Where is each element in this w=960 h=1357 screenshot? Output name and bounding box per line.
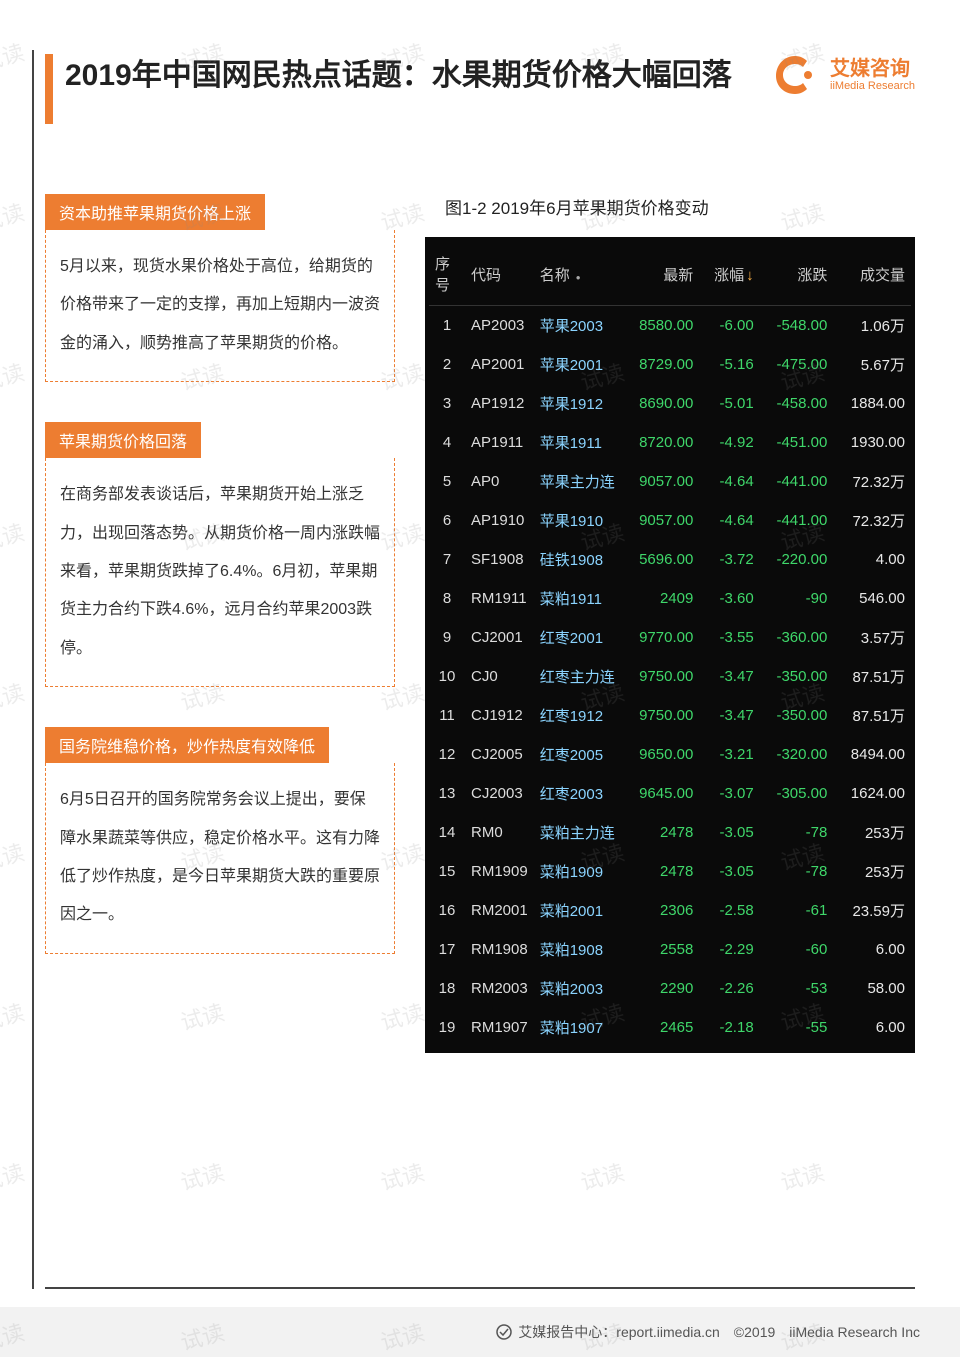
- table-row[interactable]: 5AP0苹果主力连9057.00-4.64-441.0072.32万: [429, 462, 911, 501]
- table-row[interactable]: 18RM2003菜粕20032290-2.26-5358.00: [429, 969, 911, 1008]
- table-row[interactable]: 1AP2003苹果20038580.00-6.00-548.001.06万: [429, 306, 911, 346]
- title-accent-bar: [45, 54, 53, 124]
- col-vol[interactable]: 成交量: [833, 243, 911, 306]
- section-1-label: 资本助推苹果期货价格上涨: [45, 194, 265, 230]
- content-area: 资本助推苹果期货价格上涨 5月以来，现货水果价格处于高位，给期货的价格带来了一定…: [45, 194, 915, 1053]
- footer-text: 艾媒报告中心：report.iimedia.cn ©2019 iiMedia R…: [518, 1322, 920, 1342]
- table-row[interactable]: 4AP1911苹果19118720.00-4.92-451.001930.00: [429, 423, 911, 462]
- table-row[interactable]: 7SF1908硅铁19085696.00-3.72-220.004.00: [429, 540, 911, 579]
- left-column: 资本助推苹果期货价格上涨 5月以来，现货水果价格处于高位，给期货的价格带来了一定…: [45, 194, 395, 1053]
- section-1: 资本助推苹果期货价格上涨 5月以来，现货水果价格处于高位，给期货的价格带来了一定…: [45, 194, 395, 382]
- table-row[interactable]: 12CJ2005红枣20059650.00-3.21-320.008494.00: [429, 735, 911, 774]
- col-code[interactable]: 代码: [465, 243, 534, 306]
- section-2-label: 苹果期货价格回落: [45, 422, 201, 458]
- table-row[interactable]: 14RM0菜粕主力连2478-3.05-78253万: [429, 813, 911, 852]
- page-title: 2019年中国网民热点话题：水果期货价格大幅回落: [65, 50, 732, 94]
- col-name[interactable]: 名称: [534, 243, 622, 306]
- table-row[interactable]: 8RM1911菜粕19112409-3.60-90546.00: [429, 579, 911, 618]
- section-3: 国务院维稳价格，炒作热度有效降低 6月5日召开的国务院常务会议上提出，要保障水果…: [45, 727, 395, 954]
- table-row[interactable]: 9CJ2001红枣20019770.00-3.55-360.003.57万: [429, 618, 911, 657]
- brand-logo: 艾媒咨询 iiMedia Research: [770, 50, 915, 100]
- table-row[interactable]: 16RM2001菜粕20012306-2.58-6123.59万: [429, 891, 911, 930]
- section-2: 苹果期货价格回落 在商务部发表谈话后，苹果期货开始上涨乏力，出现回落态势。从期货…: [45, 422, 395, 687]
- right-column: 图1-2 2019年6月苹果期货价格变动 序号 代码 名称 最新 涨幅 涨跌 成…: [425, 194, 915, 1053]
- bottom-border-rule: [45, 1287, 915, 1289]
- table-row[interactable]: 3AP1912苹果19128690.00-5.01-458.001884.00: [429, 384, 911, 423]
- table-row[interactable]: 6AP1910苹果19109057.00-4.64-441.0072.32万: [429, 501, 911, 540]
- table-row[interactable]: 10CJ0红枣主力连9750.00-3.47-350.0087.51万: [429, 657, 911, 696]
- footer-logo-icon: [496, 1324, 512, 1340]
- col-pct[interactable]: 涨幅: [699, 243, 759, 306]
- table-header: 序号 代码 名称 最新 涨幅 涨跌 成交量: [429, 243, 911, 306]
- table-row[interactable]: 11CJ1912红枣19129750.00-3.47-350.0087.51万: [429, 696, 911, 735]
- section-3-label: 国务院维稳价格，炒作热度有效降低: [45, 727, 329, 763]
- table-row[interactable]: 2AP2001苹果20018729.00-5.16-475.005.67万: [429, 345, 911, 384]
- left-border-rule: [32, 50, 34, 1289]
- table-row[interactable]: 15RM1909菜粕19092478-3.05-78253万: [429, 852, 911, 891]
- page-header: 2019年中国网民热点话题：水果期货价格大幅回落 艾媒咨询 iiMedia Re…: [45, 50, 915, 124]
- col-last[interactable]: 最新: [622, 243, 700, 306]
- page-footer: 艾媒报告中心：report.iimedia.cn ©2019 iiMedia R…: [0, 1307, 960, 1357]
- brand-name: 艾媒咨询: [830, 58, 915, 80]
- table-row[interactable]: 17RM1908菜粕19082558-2.29-606.00: [429, 930, 911, 969]
- section-3-body: 6月5日召开的国务院常务会议上提出，要保障水果蔬菜等供应，稳定价格水平。这有力降…: [45, 763, 395, 954]
- title-block: 2019年中国网民热点话题：水果期货价格大幅回落: [45, 50, 732, 124]
- table-row[interactable]: 13CJ2003红枣20039645.00-3.07-305.001624.00: [429, 774, 911, 813]
- brand-logo-icon: [770, 50, 820, 100]
- table-row[interactable]: 19RM1907菜粕19072465-2.18-556.00: [429, 1008, 911, 1047]
- col-idx[interactable]: 序号: [429, 243, 465, 306]
- futures-price-table: 序号 代码 名称 最新 涨幅 涨跌 成交量 1AP2003苹果20038580.…: [425, 237, 915, 1053]
- section-1-body: 5月以来，现货水果价格处于高位，给期货的价格带来了一定的支撑，再加上短期内一波资…: [45, 230, 395, 382]
- brand-subtitle: iiMedia Research: [830, 80, 915, 92]
- section-2-body: 在商务部发表谈话后，苹果期货开始上涨乏力，出现回落态势。从期货价格一周内涨跌幅来…: [45, 458, 395, 687]
- col-chg[interactable]: 涨跌: [760, 243, 834, 306]
- table-body: 1AP2003苹果20038580.00-6.00-548.001.06万2AP…: [429, 306, 911, 1048]
- table-caption: 图1-2 2019年6月苹果期货价格变动: [445, 194, 915, 219]
